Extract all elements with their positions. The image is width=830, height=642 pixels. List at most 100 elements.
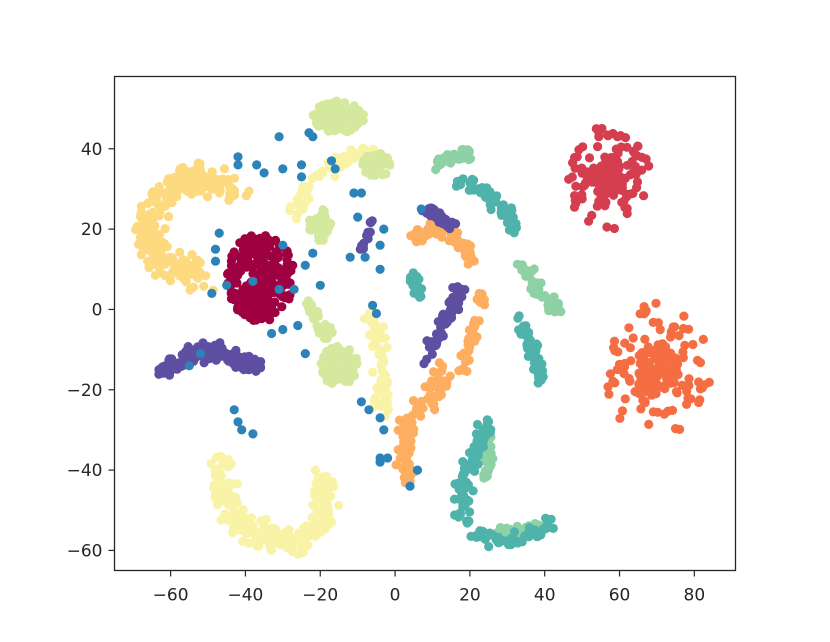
scatter-point-series-2 — [686, 394, 696, 404]
scatter-point-series-1 — [595, 175, 606, 185]
scatter-point-series-8 — [513, 313, 523, 323]
scatter-point-series-5 — [307, 173, 317, 184]
scatter-point-series-6 — [332, 341, 343, 352]
scatter-point-series-8 — [504, 535, 514, 545]
scatter-point-series-5 — [381, 400, 391, 410]
scatter-point-series-4 — [136, 201, 146, 211]
scatter-point-series-9 — [367, 216, 377, 226]
scatter-point-series-6 — [319, 100, 329, 110]
scatter-point-series-10 — [375, 264, 385, 274]
scatter-point-series-2 — [674, 331, 684, 341]
scatter-point-series-5 — [257, 527, 267, 538]
scatter-point-series-9 — [230, 348, 240, 359]
scatter-point-series-2 — [620, 338, 630, 348]
scatter-point-series-1 — [639, 191, 649, 201]
scatter-point-series-2 — [698, 334, 708, 344]
scatter-point-series-0 — [232, 304, 243, 314]
plot-frame — [113, 75, 737, 572]
scatter-point-series-3 — [479, 295, 489, 305]
scatter-point-series-6 — [349, 101, 359, 111]
x-axis: −60 −40 −20 0 20 40 60 80 — [153, 570, 706, 606]
scatter-point-series-4 — [187, 189, 197, 199]
scatter-point-series-5 — [383, 390, 393, 400]
scatter-point-series-2 — [668, 364, 678, 374]
y-tick-label: 20 — [81, 220, 103, 240]
scatter-point-series-8 — [465, 178, 475, 188]
scatter-point-series-7 — [556, 307, 566, 317]
scatter-point-series-2 — [646, 376, 657, 386]
scatter-point-series-10 — [278, 240, 288, 250]
scatter-point-series-8 — [488, 530, 498, 540]
scatter-point-series-10 — [353, 212, 363, 222]
scatter-point-series-9 — [442, 317, 452, 327]
x-tick-label: 80 — [684, 586, 706, 606]
scatter-point-series-2 — [639, 302, 649, 312]
scatter-point-series-0 — [254, 308, 264, 318]
scatter-point-series-2 — [620, 394, 630, 404]
scatter-point-series-2 — [653, 340, 663, 350]
scatter-point-series-2 — [612, 364, 622, 375]
scatter-point-series-4 — [186, 179, 197, 189]
scatter-point-series-1 — [630, 161, 640, 171]
scatter-point-series-1 — [570, 191, 580, 201]
scatter-point-series-8 — [542, 517, 552, 527]
scatter-point-series-10 — [259, 168, 269, 178]
scatter-point-series-5 — [321, 489, 331, 499]
scatter-point-series-4 — [160, 224, 170, 234]
scatter-point-series-10 — [278, 164, 288, 174]
scatter-point-series-10 — [195, 349, 206, 359]
scatter-point-series-0 — [267, 265, 277, 275]
scatter-point-series-4 — [244, 186, 254, 196]
scatter-point-series-5 — [266, 545, 276, 555]
scatter-point-series-2 — [663, 406, 673, 416]
scatter-point-series-10 — [274, 284, 284, 294]
scatter-point-series-2 — [679, 311, 689, 321]
y-tick-label: −60 — [67, 541, 103, 561]
scatter-point-series-2 — [620, 362, 630, 372]
scatter-point-series-8 — [530, 345, 540, 355]
scatter-point-series-10 — [248, 276, 258, 286]
scatter-point-series-4 — [185, 267, 195, 277]
scatter-point-series-10 — [210, 256, 221, 266]
scatter-point-series-4 — [173, 182, 183, 192]
scatter-point-series-0 — [243, 252, 253, 262]
scatter-point-series-2 — [609, 336, 620, 346]
scatter-point-series-10 — [412, 465, 423, 475]
scatter-point-series-6 — [320, 319, 330, 330]
scatter-point-series-8 — [506, 203, 516, 213]
scatter-point-series-5 — [291, 214, 301, 224]
scatter-point-series-4 — [145, 258, 156, 268]
scatter-point-series-1 — [622, 142, 632, 152]
points-layer — [131, 96, 714, 559]
scatter-point-series-0 — [266, 302, 276, 312]
scatter-point-series-1 — [584, 153, 595, 163]
scatter-point-series-8 — [472, 419, 483, 430]
scatter-point-series-10 — [252, 160, 262, 170]
scatter-point-series-1 — [571, 181, 581, 191]
scatter-point-series-5 — [232, 515, 242, 525]
scatter-point-series-4 — [196, 184, 206, 194]
scatter-point-series-4 — [210, 178, 220, 188]
scatter-point-series-2 — [695, 358, 706, 368]
scatter-point-series-5 — [304, 181, 314, 191]
scatter-point-series-1 — [577, 163, 587, 173]
scatter-point-series-6 — [308, 314, 319, 324]
scatter-point-series-5 — [376, 333, 386, 343]
scatter-point-series-3 — [468, 322, 478, 332]
scatter-point-series-5 — [245, 518, 255, 529]
scatter-point-series-4 — [202, 192, 213, 202]
scatter-point-series-6 — [302, 299, 312, 309]
scatter-point-series-2 — [688, 339, 698, 350]
scatter-point-series-0 — [277, 302, 287, 312]
scatter-point-series-0 — [232, 278, 242, 288]
scatter-point-series-10 — [356, 397, 366, 407]
scatter-point-series-6 — [320, 110, 330, 120]
scatter-point-series-3 — [453, 238, 463, 248]
scatter-point-series-1 — [619, 196, 629, 206]
scatter-point-series-2 — [655, 325, 665, 335]
scatter-point-series-9 — [240, 352, 250, 362]
scatter-point-series-2 — [640, 398, 650, 408]
scatter-point-series-6 — [377, 169, 388, 179]
scatter-point-series-10 — [383, 453, 393, 463]
scatter-point-series-6 — [345, 113, 355, 123]
